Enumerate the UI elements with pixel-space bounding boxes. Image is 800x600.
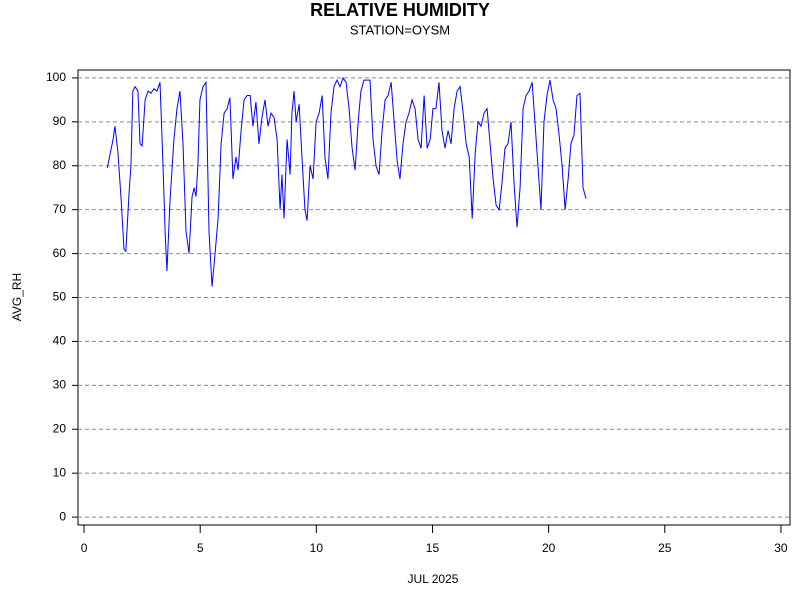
- x-tick-label: 30: [774, 541, 788, 555]
- x-axis-label: JUL 2025: [408, 572, 459, 586]
- x-tick-label: 25: [658, 541, 672, 555]
- y-tick-label: 20: [53, 421, 67, 435]
- y-tick-label: 60: [53, 246, 67, 260]
- y-tick-label: 0: [59, 509, 66, 523]
- y-tick-label: 70: [53, 202, 67, 216]
- x-tick-label: 10: [310, 541, 324, 555]
- y-tick-label: 40: [53, 334, 67, 348]
- x-tick-label: 15: [426, 541, 440, 555]
- y-tick-label: 90: [53, 114, 67, 128]
- chart-subtitle: STATION=OYSM: [350, 22, 450, 37]
- y-tick-label: 80: [53, 158, 67, 172]
- x-tick-label: 20: [542, 541, 556, 555]
- x-tick-label: 0: [81, 541, 88, 555]
- chart-title: RELATIVE HUMIDITY: [310, 0, 490, 20]
- data-line: [106, 76, 587, 287]
- y-tick-label: 10: [53, 465, 67, 479]
- x-tick-label: 5: [197, 541, 204, 555]
- y-axis-label: AVG_RH: [10, 273, 24, 321]
- y-tick-label: 30: [53, 378, 67, 392]
- y-tick-label: 100: [46, 70, 66, 84]
- y-tick-label: 50: [53, 290, 67, 304]
